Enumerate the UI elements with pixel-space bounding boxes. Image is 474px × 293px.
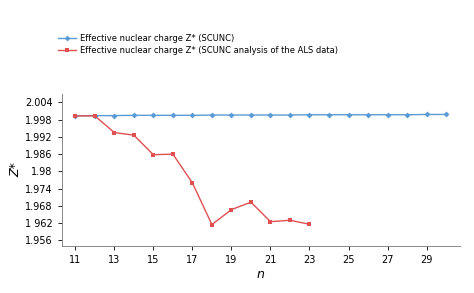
Effective nuclear charge Z* (SCUNC) <box>424 113 429 116</box>
Effective nuclear charge Z* (SCUNC) <box>92 114 98 117</box>
Effective nuclear charge Z* (SCUNC analysis of the ALS data) <box>248 200 254 204</box>
Effective nuclear charge Z* (SCUNC) <box>404 113 410 117</box>
X-axis label: n: n <box>257 268 264 281</box>
Effective nuclear charge Z* (SCUNC analysis of the ALS data) <box>307 222 312 226</box>
Effective nuclear charge Z* (SCUNC) <box>307 113 312 117</box>
Effective nuclear charge Z* (SCUNC) <box>248 113 254 117</box>
Effective nuclear charge Z* (SCUNC analysis of the ALS data) <box>228 208 234 211</box>
Effective nuclear charge Z* (SCUNC) <box>443 113 449 116</box>
Line: Effective nuclear charge Z* (SCUNC analysis of the ALS data): Effective nuclear charge Z* (SCUNC analy… <box>73 114 311 227</box>
Effective nuclear charge Z* (SCUNC analysis of the ALS data) <box>268 220 273 224</box>
Effective nuclear charge Z* (SCUNC analysis of the ALS data) <box>151 153 156 156</box>
Effective nuclear charge Z* (SCUNC analysis of the ALS data) <box>73 114 78 118</box>
Effective nuclear charge Z* (SCUNC analysis of the ALS data) <box>190 181 195 185</box>
Line: Effective nuclear charge Z* (SCUNC): Effective nuclear charge Z* (SCUNC) <box>73 113 448 118</box>
Effective nuclear charge Z* (SCUNC) <box>131 114 137 117</box>
Effective nuclear charge Z* (SCUNC) <box>385 113 391 117</box>
Effective nuclear charge Z* (SCUNC) <box>170 114 176 117</box>
Effective nuclear charge Z* (SCUNC) <box>346 113 351 117</box>
Effective nuclear charge Z* (SCUNC analysis of the ALS data) <box>111 131 117 134</box>
Effective nuclear charge Z* (SCUNC) <box>326 113 332 117</box>
Effective nuclear charge Z* (SCUNC analysis of the ALS data) <box>170 152 176 156</box>
Effective nuclear charge Z* (SCUNC analysis of the ALS data) <box>131 133 137 137</box>
Effective nuclear charge Z* (SCUNC) <box>228 113 234 117</box>
Effective nuclear charge Z* (SCUNC analysis of the ALS data) <box>209 223 215 226</box>
Effective nuclear charge Z* (SCUNC) <box>209 113 215 117</box>
Effective nuclear charge Z* (SCUNC) <box>73 114 78 118</box>
Effective nuclear charge Z* (SCUNC) <box>365 113 371 117</box>
Y-axis label: Z*: Z* <box>9 163 22 177</box>
Effective nuclear charge Z* (SCUNC analysis of the ALS data) <box>287 219 293 222</box>
Effective nuclear charge Z* (SCUNC) <box>151 114 156 117</box>
Effective nuclear charge Z* (SCUNC) <box>287 113 293 117</box>
Effective nuclear charge Z* (SCUNC analysis of the ALS data) <box>92 114 98 118</box>
Legend: Effective nuclear charge Z* (SCUNC), Effective nuclear charge Z* (SCUNC analysis: Effective nuclear charge Z* (SCUNC), Eff… <box>58 34 338 55</box>
Effective nuclear charge Z* (SCUNC) <box>111 114 117 117</box>
Effective nuclear charge Z* (SCUNC) <box>268 113 273 117</box>
Effective nuclear charge Z* (SCUNC) <box>190 114 195 117</box>
